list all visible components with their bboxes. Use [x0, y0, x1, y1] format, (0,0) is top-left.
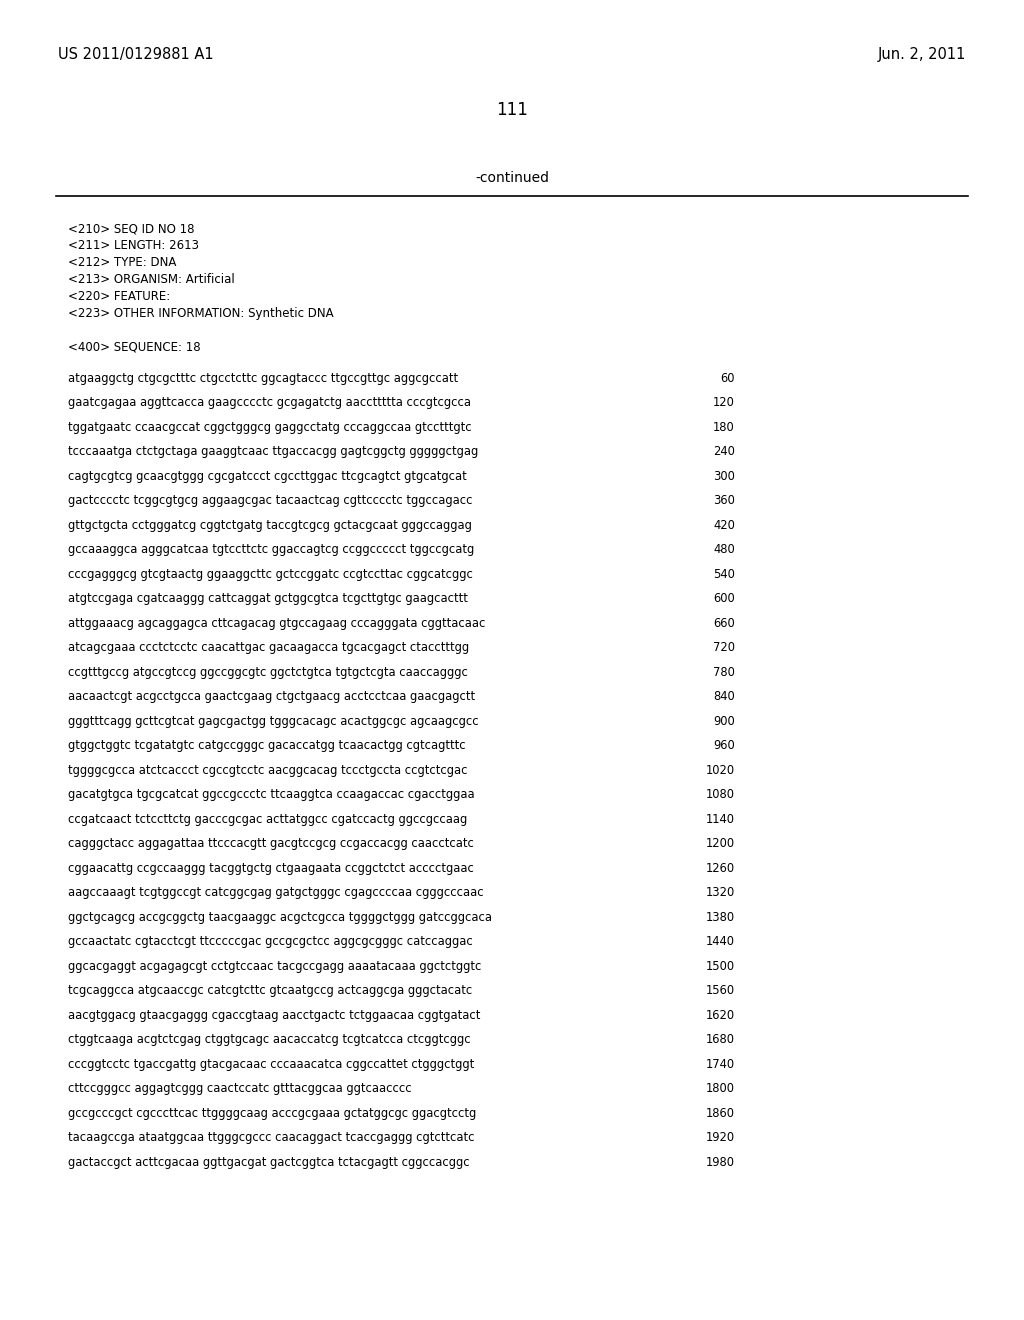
Text: Jun. 2, 2011: Jun. 2, 2011: [878, 48, 966, 62]
Text: 420: 420: [713, 519, 735, 532]
Text: gaatcgagaa aggttcacca gaagcccctc gcgagatctg aaccttttta cccgtcgcca: gaatcgagaa aggttcacca gaagcccctc gcgagat…: [68, 396, 471, 409]
Text: -continued: -continued: [475, 172, 549, 185]
Text: 111: 111: [496, 102, 528, 119]
Text: gggtttcagg gcttcgtcat gagcgactgg tgggcacagc acactggcgc agcaagcgcc: gggtttcagg gcttcgtcat gagcgactgg tgggcac…: [68, 714, 478, 727]
Text: 960: 960: [714, 739, 735, 752]
Text: gttgctgcta cctgggatcg cggtctgatg taccgtcgcg gctacgcaat gggccaggag: gttgctgcta cctgggatcg cggtctgatg taccgtc…: [68, 519, 472, 532]
Text: 1800: 1800: [706, 1082, 735, 1096]
Text: 1740: 1740: [706, 1057, 735, 1071]
Text: 1020: 1020: [706, 763, 735, 776]
Text: 1680: 1680: [706, 1034, 735, 1045]
Text: ctggtcaaga acgtctcgag ctggtgcagc aacaccatcg tcgtcatcca ctcggtcggc: ctggtcaaga acgtctcgag ctggtgcagc aacacca…: [68, 1034, 471, 1045]
Text: 1860: 1860: [706, 1106, 735, 1119]
Text: ccgatcaact tctccttctg gacccgcgac acttatggcc cgatccactg ggccgccaag: ccgatcaact tctccttctg gacccgcgac acttatg…: [68, 813, 467, 825]
Text: tcgcaggcca atgcaaccgc catcgtcttc gtcaatgccg actcaggcga gggctacatc: tcgcaggcca atgcaaccgc catcgtcttc gtcaatg…: [68, 985, 472, 997]
Text: 1380: 1380: [706, 911, 735, 924]
Text: ggctgcagcg accgcggctg taacgaaggc acgctcgcca tggggctggg gatccggcaca: ggctgcagcg accgcggctg taacgaaggc acgctcg…: [68, 911, 492, 924]
Text: atcagcgaaa ccctctcctc caacattgac gacaagacca tgcacgagct ctacctttgg: atcagcgaaa ccctctcctc caacattgac gacaaga…: [68, 642, 469, 655]
Text: cggaacattg ccgccaaggg tacggtgctg ctgaagaata ccggctctct acccctgaac: cggaacattg ccgccaaggg tacggtgctg ctgaaga…: [68, 862, 474, 875]
Text: 1200: 1200: [706, 837, 735, 850]
Text: tggggcgcca atctcaccct cgccgtcctc aacggcacag tccctgccta ccgtctcgac: tggggcgcca atctcaccct cgccgtcctc aacggca…: [68, 763, 468, 776]
Text: 180: 180: [714, 421, 735, 433]
Text: atgaaggctg ctgcgctttc ctgcctcttc ggcagtaccc ttgccgttgc aggcgccatt: atgaaggctg ctgcgctttc ctgcctcttc ggcagta…: [68, 372, 458, 384]
Text: gccaactatc cgtacctcgt ttcccccgac gccgcgctcc aggcgcgggc catccaggac: gccaactatc cgtacctcgt ttcccccgac gccgcgc…: [68, 935, 473, 948]
Text: tggatgaatc ccaacgccat cggctgggcg gaggcctatg cccaggccaa gtcctttgtc: tggatgaatc ccaacgccat cggctgggcg gaggcct…: [68, 421, 472, 433]
Text: cccggtcctc tgaccgattg gtacgacaac cccaaacatca cggccattet ctgggctggt: cccggtcctc tgaccgattg gtacgacaac cccaaac…: [68, 1057, 474, 1071]
Text: 120: 120: [713, 396, 735, 409]
Text: 1320: 1320: [706, 886, 735, 899]
Text: gactcccctc tcggcgtgcg aggaagcgac tacaactcag cgttcccctc tggccagacc: gactcccctc tcggcgtgcg aggaagcgac tacaact…: [68, 494, 472, 507]
Text: 1620: 1620: [706, 1008, 735, 1022]
Text: aagccaaagt tcgtggccgt catcggcgag gatgctgggc cgagccccaa cgggcccaac: aagccaaagt tcgtggccgt catcggcgag gatgctg…: [68, 886, 483, 899]
Text: 360: 360: [713, 494, 735, 507]
Text: <223> OTHER INFORMATION: Synthetic DNA: <223> OTHER INFORMATION: Synthetic DNA: [68, 308, 334, 319]
Text: 1140: 1140: [706, 813, 735, 825]
Text: 1440: 1440: [706, 935, 735, 948]
Text: 900: 900: [714, 714, 735, 727]
Text: 1080: 1080: [706, 788, 735, 801]
Text: ggcacgaggt acgagagcgt cctgtccaac tacgccgagg aaaatacaaa ggctctggtc: ggcacgaggt acgagagcgt cctgtccaac tacgccg…: [68, 960, 481, 973]
Text: 240: 240: [713, 445, 735, 458]
Text: 60: 60: [721, 372, 735, 384]
Text: gacatgtgca tgcgcatcat ggccgccctc ttcaaggtca ccaagaccac cgacctggaa: gacatgtgca tgcgcatcat ggccgccctc ttcaagg…: [68, 788, 475, 801]
Text: cttccgggcc aggagtcggg caactccatc gtttacggcaa ggtcaacccc: cttccgggcc aggagtcggg caactccatc gtttacg…: [68, 1082, 412, 1096]
Text: attggaaacg agcaggagca cttcagacag gtgccagaag cccagggata cggttacaac: attggaaacg agcaggagca cttcagacag gtgccag…: [68, 616, 485, 630]
Text: cagggctacc aggagattaa ttcccacgtt gacgtccgcg ccgaccacgg caacctcatc: cagggctacc aggagattaa ttcccacgtt gacgtcc…: [68, 837, 474, 850]
Text: 660: 660: [714, 616, 735, 630]
Text: aacgtggacg gtaacgaggg cgaccgtaag aacctgactc tctggaacaa cggtgatact: aacgtggacg gtaacgaggg cgaccgtaag aacctga…: [68, 1008, 480, 1022]
Text: US 2011/0129881 A1: US 2011/0129881 A1: [58, 48, 214, 62]
Text: tcccaaatga ctctgctaga gaaggtcaac ttgaccacgg gagtcggctg gggggctgag: tcccaaatga ctctgctaga gaaggtcaac ttgacca…: [68, 445, 478, 458]
Text: 540: 540: [713, 568, 735, 581]
Text: <400> SEQUENCE: 18: <400> SEQUENCE: 18: [68, 341, 201, 354]
Text: 480: 480: [714, 543, 735, 556]
Text: aacaactcgt acgcctgcca gaactcgaag ctgctgaacg acctcctcaa gaacgagctt: aacaactcgt acgcctgcca gaactcgaag ctgctga…: [68, 690, 475, 704]
Text: gactaccgct acttcgacaa ggttgacgat gactcggtca tctacgagtt cggccacggc: gactaccgct acttcgacaa ggttgacgat gactcgg…: [68, 1155, 470, 1168]
Text: 720: 720: [713, 642, 735, 655]
Text: 600: 600: [714, 593, 735, 605]
Text: 300: 300: [713, 470, 735, 483]
Text: <220> FEATURE:: <220> FEATURE:: [68, 290, 170, 304]
Text: <211> LENGTH: 2613: <211> LENGTH: 2613: [68, 239, 199, 252]
Text: 1920: 1920: [706, 1131, 735, 1144]
Text: gtggctggtc tcgatatgtc catgccgggc gacaccatgg tcaacactgg cgtcagtttc: gtggctggtc tcgatatgtc catgccgggc gacacca…: [68, 739, 466, 752]
Text: cccgagggcg gtcgtaactg ggaaggcttc gctccggatc ccgtccttac cggcatcggc: cccgagggcg gtcgtaactg ggaaggcttc gctccgg…: [68, 568, 473, 581]
Text: cagtgcgtcg gcaacgtggg cgcgatccct cgccttggac ttcgcagtct gtgcatgcat: cagtgcgtcg gcaacgtggg cgcgatccct cgccttg…: [68, 470, 467, 483]
Text: 840: 840: [714, 690, 735, 704]
Text: 1560: 1560: [706, 985, 735, 997]
Text: <212> TYPE: DNA: <212> TYPE: DNA: [68, 256, 176, 269]
Text: gccgcccgct cgcccttcac ttggggcaag acccgcgaaa gctatggcgc ggacgtcctg: gccgcccgct cgcccttcac ttggggcaag acccgcg…: [68, 1106, 476, 1119]
Text: 1980: 1980: [706, 1155, 735, 1168]
Text: atgtccgaga cgatcaaggg cattcaggat gctggcgtca tcgcttgtgc gaagcacttt: atgtccgaga cgatcaaggg cattcaggat gctggcg…: [68, 593, 468, 605]
Text: 780: 780: [713, 665, 735, 678]
Text: <213> ORGANISM: Artificial: <213> ORGANISM: Artificial: [68, 273, 234, 286]
Text: ccgtttgccg atgccgtccg ggccggcgtc ggctctgtca tgtgctcgta caaccagggc: ccgtttgccg atgccgtccg ggccggcgtc ggctctg…: [68, 665, 468, 678]
Text: gccaaaggca agggcatcaa tgtccttctc ggaccagtcg ccggccccct tggccgcatg: gccaaaggca agggcatcaa tgtccttctc ggaccag…: [68, 543, 474, 556]
Text: <210> SEQ ID NO 18: <210> SEQ ID NO 18: [68, 222, 195, 235]
Text: 1500: 1500: [706, 960, 735, 973]
Text: 1260: 1260: [706, 862, 735, 875]
Text: tacaagccga ataatggcaa ttgggcgccc caacaggact tcaccgaggg cgtcttcatc: tacaagccga ataatggcaa ttgggcgccc caacagg…: [68, 1131, 474, 1144]
